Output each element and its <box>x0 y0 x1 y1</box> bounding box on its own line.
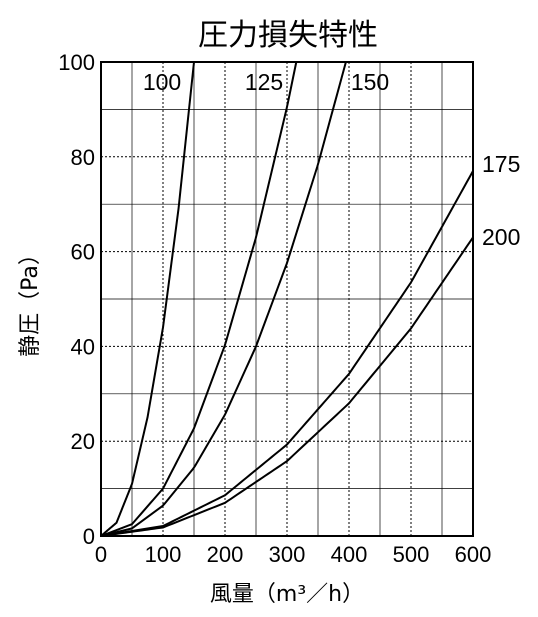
curves <box>100 61 474 537</box>
y-tick-label: 0 <box>83 524 95 549</box>
x-tick-labels: 0 100 200 300 400 500 600 <box>95 542 491 567</box>
y-tick-label: 60 <box>71 240 95 265</box>
y-tick-label: 40 <box>71 334 95 359</box>
curve-200 <box>100 236 474 537</box>
y-tick-label: 80 <box>71 145 95 170</box>
x-tick-label: 400 <box>331 542 368 567</box>
x-tick-label: 100 <box>145 542 182 567</box>
x-tick-label: 200 <box>207 542 244 567</box>
series-label-200: 200 <box>482 224 520 250</box>
x-tick-label: 600 <box>455 542 492 567</box>
curve-150 <box>100 61 347 537</box>
curve-175 <box>100 170 474 537</box>
curve-100 <box>100 61 195 537</box>
y-tick-label: 100 <box>58 50 95 75</box>
y-tick-labels: 0 20 40 60 80 100 <box>58 50 95 549</box>
series-label-125: 125 <box>245 69 283 95</box>
x-tick-label: 0 <box>95 542 107 567</box>
x-tick-label: 300 <box>269 542 306 567</box>
series-labels: 100 125 150 175 200 <box>143 69 521 250</box>
series-label-175: 175 <box>482 151 520 177</box>
curve-125 <box>100 61 298 537</box>
grid <box>101 62 473 536</box>
series-label-150: 150 <box>351 69 389 95</box>
plot-frame <box>100 61 474 537</box>
series-label-100: 100 <box>143 69 181 95</box>
x-axis-label: 風量（m³／h） <box>210 582 364 607</box>
y-tick-label: 20 <box>71 429 95 454</box>
x-tick-label: 500 <box>393 542 430 567</box>
chart-title: 圧力損失特性 <box>198 18 378 53</box>
y-axis-label: 静圧（Pa） <box>18 243 43 357</box>
